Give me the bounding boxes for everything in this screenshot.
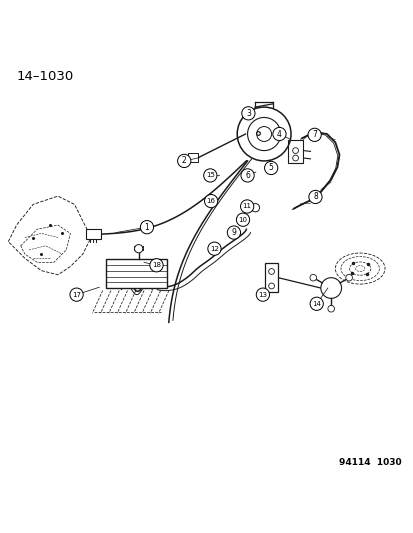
- Text: 4: 4: [276, 130, 281, 139]
- Circle shape: [236, 213, 249, 227]
- FancyBboxPatch shape: [264, 263, 278, 292]
- Text: 3: 3: [245, 109, 250, 118]
- Circle shape: [327, 305, 334, 312]
- Text: 9: 9: [231, 228, 236, 237]
- Text: 17: 17: [72, 292, 81, 297]
- Circle shape: [256, 288, 269, 301]
- Text: 15: 15: [205, 172, 214, 179]
- FancyBboxPatch shape: [105, 259, 166, 288]
- Circle shape: [320, 278, 341, 298]
- Text: 10: 10: [238, 217, 247, 223]
- Circle shape: [292, 148, 298, 154]
- Text: 8: 8: [312, 192, 317, 201]
- Circle shape: [345, 274, 351, 281]
- Circle shape: [307, 128, 320, 141]
- Text: 11: 11: [242, 204, 251, 209]
- Circle shape: [272, 127, 285, 141]
- FancyBboxPatch shape: [287, 140, 303, 163]
- Text: 5: 5: [268, 164, 273, 173]
- Circle shape: [177, 155, 190, 167]
- Circle shape: [140, 221, 153, 234]
- Circle shape: [256, 126, 271, 141]
- Circle shape: [268, 283, 274, 289]
- Text: 12: 12: [209, 246, 218, 252]
- Circle shape: [227, 226, 240, 239]
- Text: 1: 1: [144, 223, 149, 232]
- Circle shape: [309, 274, 316, 281]
- Circle shape: [150, 259, 163, 272]
- Circle shape: [70, 288, 83, 301]
- Text: 16: 16: [206, 198, 215, 204]
- Text: 14–1030: 14–1030: [17, 70, 74, 83]
- Circle shape: [292, 155, 298, 161]
- Text: 14: 14: [311, 301, 320, 307]
- Circle shape: [251, 204, 259, 212]
- Text: 2: 2: [181, 156, 186, 165]
- FancyBboxPatch shape: [188, 154, 198, 161]
- Circle shape: [264, 161, 277, 175]
- Circle shape: [240, 200, 253, 213]
- Text: 7: 7: [311, 131, 316, 139]
- Circle shape: [241, 107, 254, 120]
- Text: 18: 18: [152, 262, 161, 268]
- Circle shape: [308, 190, 321, 204]
- Circle shape: [204, 195, 217, 208]
- Circle shape: [203, 169, 216, 182]
- Circle shape: [134, 245, 142, 253]
- Circle shape: [309, 297, 323, 310]
- Circle shape: [207, 242, 221, 255]
- FancyBboxPatch shape: [85, 229, 100, 239]
- Circle shape: [268, 269, 274, 274]
- Text: 6: 6: [244, 171, 249, 180]
- Circle shape: [240, 169, 254, 182]
- Text: 13: 13: [258, 292, 267, 297]
- Text: 94114  1030: 94114 1030: [338, 458, 401, 467]
